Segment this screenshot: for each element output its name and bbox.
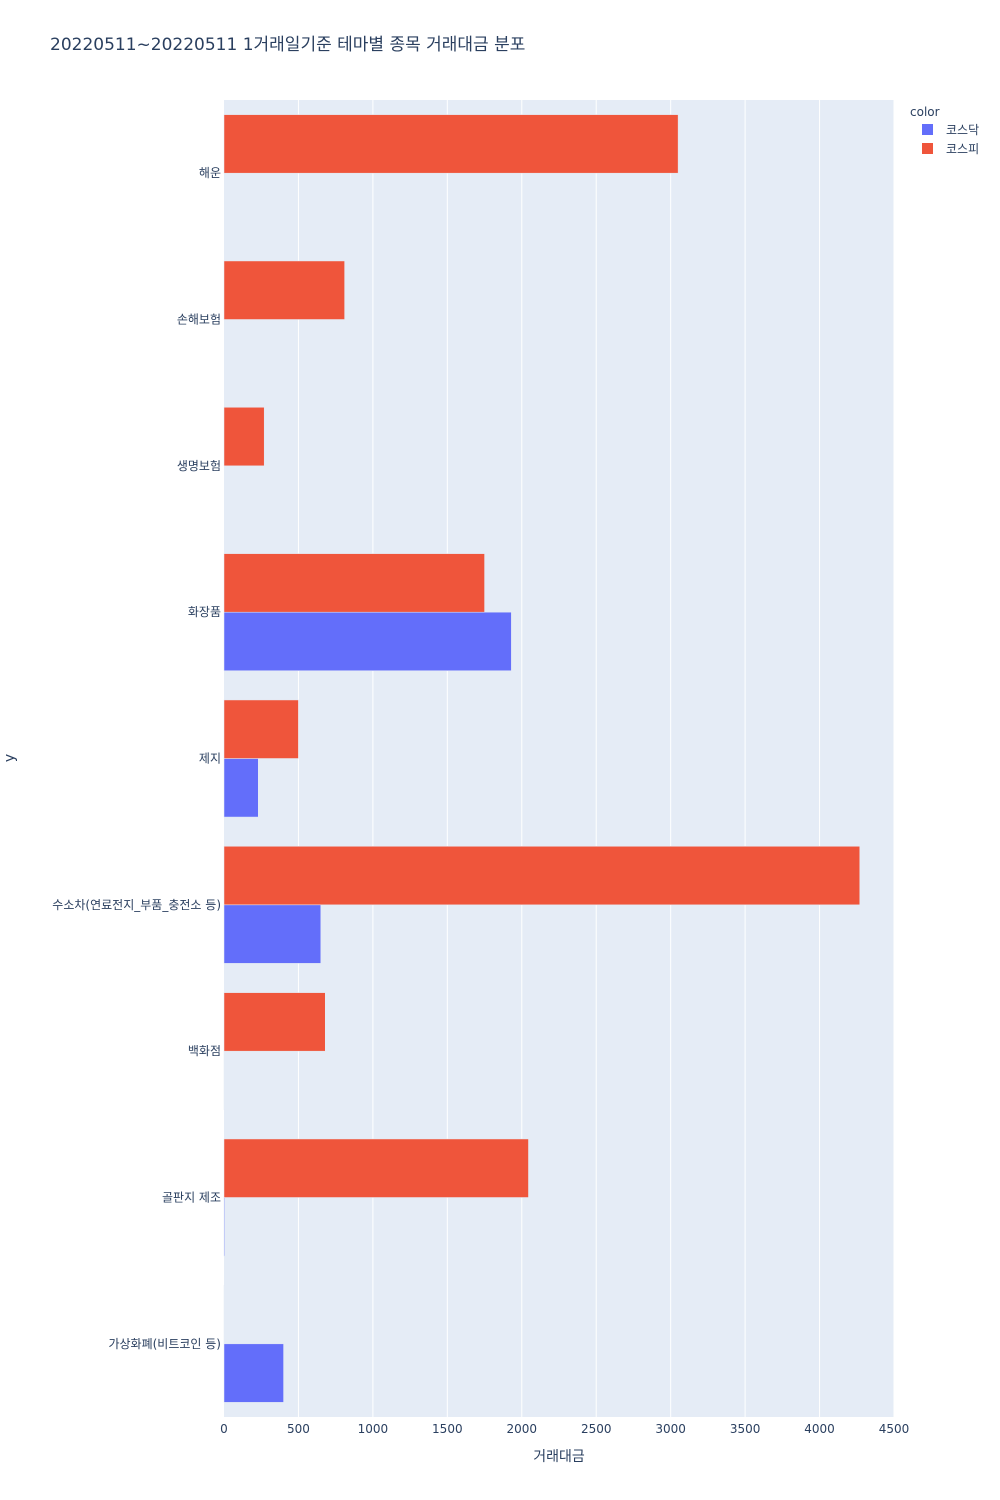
bar bbox=[223, 758, 259, 818]
legend-label: 코스피 bbox=[946, 142, 979, 156]
chart-title: 20220511~20220511 1거래일기준 테마별 종목 거래대금 분포 bbox=[50, 35, 525, 55]
y-category-label: 가상화폐(비트코인 등) bbox=[108, 1337, 221, 1351]
x-tick-label: 2500 bbox=[581, 1422, 612, 1436]
bar bbox=[223, 699, 299, 759]
x-tick-label: 2000 bbox=[507, 1422, 538, 1436]
y-axis-title: y bbox=[2, 754, 18, 762]
y-category-label: 생명보험 bbox=[177, 459, 221, 473]
bar bbox=[223, 1343, 284, 1403]
legend-swatch bbox=[922, 124, 933, 135]
x-tick-label: 3000 bbox=[655, 1422, 686, 1436]
bar bbox=[223, 114, 679, 174]
bar bbox=[223, 992, 326, 1052]
legend-swatch bbox=[922, 143, 933, 154]
x-tick-label: 4500 bbox=[879, 1422, 910, 1436]
y-category-label: 제지 bbox=[199, 752, 221, 766]
y-category-label: 골판지 제조 bbox=[162, 1191, 221, 1205]
x-tick-label: 1000 bbox=[358, 1422, 389, 1436]
bar bbox=[223, 1197, 225, 1257]
x-tick-label: 3500 bbox=[730, 1422, 761, 1436]
bar bbox=[223, 553, 485, 613]
x-tick-label: 1500 bbox=[432, 1422, 463, 1436]
bar bbox=[223, 260, 345, 320]
legend-title: color bbox=[910, 105, 940, 119]
x-tick-label: 0 bbox=[220, 1422, 228, 1436]
bar bbox=[223, 1138, 529, 1198]
y-category-label: 화장품 bbox=[188, 605, 221, 619]
bar bbox=[223, 611, 512, 671]
y-category-label: 손해보험 bbox=[177, 313, 221, 327]
x-tick-label: 500 bbox=[287, 1422, 310, 1436]
bar bbox=[223, 407, 265, 467]
legend-label: 코스닥 bbox=[946, 123, 979, 137]
bars bbox=[223, 114, 861, 1403]
x-axis-title: 거래대금 bbox=[533, 1449, 585, 1465]
y-category-label: 수소차(연료전지_부품_충전소 등) bbox=[52, 898, 221, 912]
y-category-label: 백화점 bbox=[188, 1044, 221, 1058]
bar bbox=[223, 846, 861, 906]
bar bbox=[223, 904, 322, 964]
x-tick-labels: 0 500 1000 1500 2000 2500 3000 3500 4000 4500 bbox=[220, 1422, 909, 1436]
y-category-label: 해운 bbox=[199, 166, 221, 180]
x-tick-label: 4000 bbox=[804, 1422, 835, 1436]
